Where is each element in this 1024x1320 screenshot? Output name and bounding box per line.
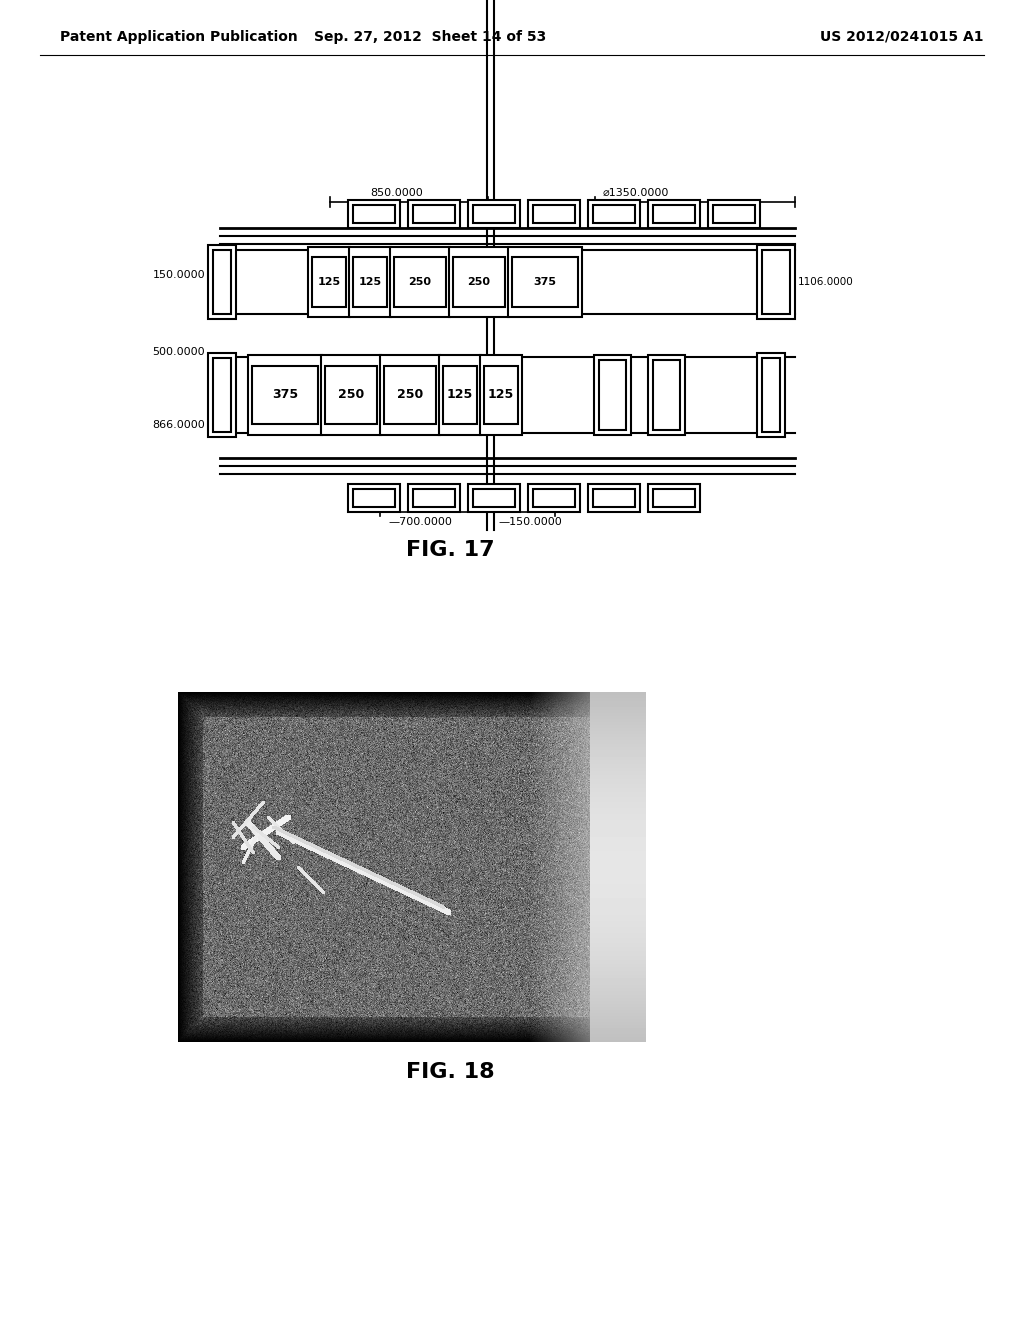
Bar: [353, 257, 387, 308]
Text: ⌀1350.0000: ⌀1350.0000: [603, 187, 670, 198]
Bar: [534, 488, 575, 507]
Bar: [648, 201, 700, 228]
Bar: [453, 257, 505, 308]
Bar: [443, 366, 477, 424]
Bar: [353, 488, 395, 507]
Bar: [648, 484, 700, 512]
Text: —700.0000: —700.0000: [388, 517, 452, 527]
Bar: [348, 484, 400, 512]
Bar: [408, 201, 460, 228]
Text: 125: 125: [317, 277, 341, 286]
Bar: [512, 257, 578, 308]
Bar: [528, 484, 580, 512]
Text: 250: 250: [338, 388, 365, 401]
Bar: [390, 247, 450, 317]
Bar: [653, 488, 695, 507]
Bar: [473, 205, 515, 223]
Bar: [208, 246, 236, 319]
Bar: [213, 358, 231, 432]
Text: FIG. 17: FIG. 17: [406, 540, 495, 560]
Bar: [208, 352, 236, 437]
Text: 850.0000: 850.0000: [370, 187, 423, 198]
Bar: [588, 201, 640, 228]
Bar: [593, 488, 635, 507]
Bar: [248, 355, 322, 436]
Bar: [762, 249, 790, 314]
Bar: [468, 201, 520, 228]
Bar: [348, 201, 400, 228]
Text: 150.0000: 150.0000: [153, 271, 205, 280]
Bar: [252, 366, 318, 424]
Bar: [594, 355, 631, 436]
Bar: [312, 257, 346, 308]
Bar: [413, 205, 455, 223]
Text: 375: 375: [534, 277, 556, 286]
Bar: [713, 205, 755, 223]
Text: US 2012/0241015 A1: US 2012/0241015 A1: [820, 30, 983, 44]
Bar: [213, 249, 231, 314]
Bar: [588, 484, 640, 512]
Text: 125: 125: [358, 277, 382, 286]
Bar: [394, 257, 446, 308]
Bar: [653, 205, 695, 223]
Bar: [308, 247, 350, 317]
Bar: [353, 205, 395, 223]
Bar: [325, 366, 377, 424]
Bar: [528, 201, 580, 228]
Bar: [468, 484, 520, 512]
Bar: [473, 488, 515, 507]
Bar: [349, 247, 391, 317]
Bar: [484, 366, 518, 424]
Text: 250: 250: [468, 277, 490, 286]
Bar: [380, 355, 440, 436]
Bar: [321, 355, 381, 436]
Text: Sep. 27, 2012  Sheet 14 of 53: Sep. 27, 2012 Sheet 14 of 53: [314, 30, 546, 44]
Bar: [408, 484, 460, 512]
Text: 250: 250: [397, 388, 423, 401]
Text: Patent Application Publication: Patent Application Publication: [60, 30, 298, 44]
Text: 375: 375: [272, 388, 298, 401]
Bar: [449, 247, 509, 317]
Bar: [648, 355, 685, 436]
Bar: [413, 488, 455, 507]
Bar: [508, 247, 582, 317]
Text: —150.0000: —150.0000: [498, 517, 562, 527]
Bar: [534, 205, 575, 223]
Bar: [593, 205, 635, 223]
Bar: [757, 246, 795, 319]
Text: 1106.0000: 1106.0000: [798, 277, 854, 286]
Text: 500.0000: 500.0000: [153, 347, 205, 356]
Bar: [762, 358, 780, 432]
Bar: [757, 352, 785, 437]
Bar: [653, 360, 680, 430]
Text: FIG. 18: FIG. 18: [406, 1063, 495, 1082]
Bar: [480, 355, 522, 436]
Bar: [708, 201, 760, 228]
Text: 125: 125: [487, 388, 514, 401]
Text: 125: 125: [446, 388, 473, 401]
Bar: [599, 360, 626, 430]
Text: 250: 250: [409, 277, 431, 286]
Bar: [384, 366, 436, 424]
Text: 866.0000: 866.0000: [153, 420, 205, 430]
Bar: [439, 355, 481, 436]
